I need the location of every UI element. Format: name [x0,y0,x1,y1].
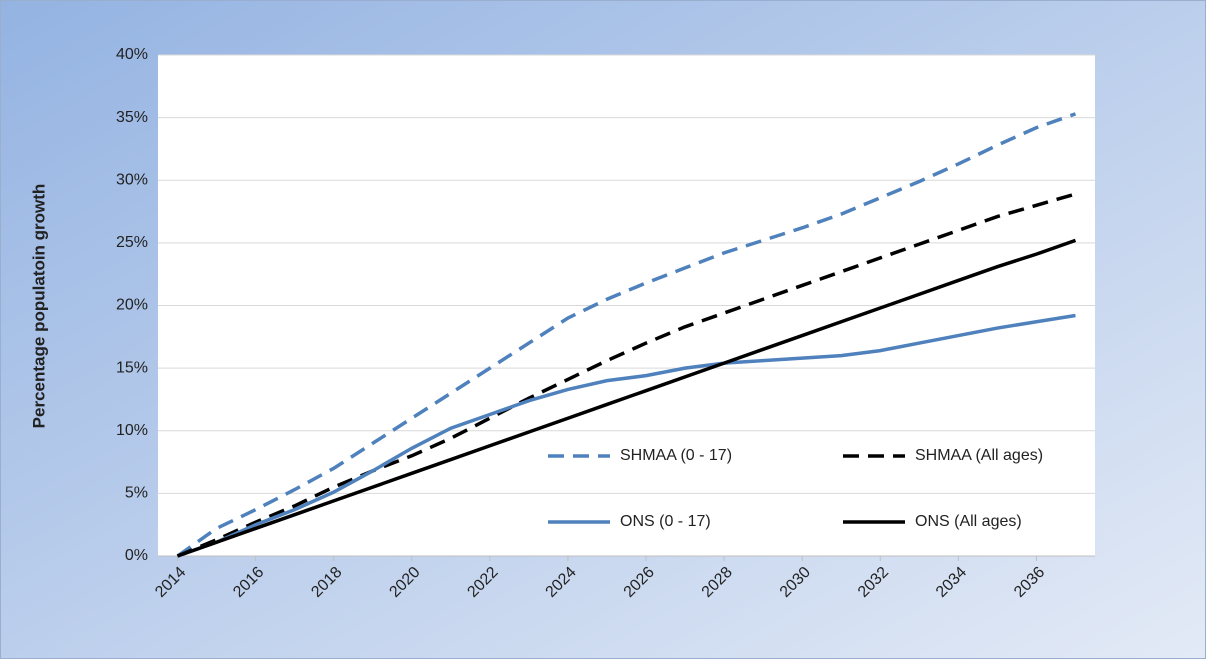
legend-label: SHMAA (All ages) [915,447,1043,464]
y-tick-label: 30% [116,171,148,188]
y-tick-label: 40% [116,46,148,63]
series-line [176,313,1076,558]
y-tick-label: 25% [116,234,148,251]
y-tick-label: 5% [125,485,148,502]
y-tick-label: 10% [116,422,148,439]
y-axis-label: Percentage populatoin growth [29,184,48,429]
y-tick-label: 20% [116,297,148,314]
legend-label: SHMAA (0 - 17) [620,447,732,464]
y-tick-label: 35% [116,109,148,126]
series-line [176,192,1076,558]
legend-label: ONS (All ages) [915,513,1022,530]
legend-label: ONS (0 - 17) [620,513,711,530]
y-tick-label: 0% [125,547,148,564]
series-line [176,238,1077,558]
y-tick-label: 15% [116,359,148,376]
